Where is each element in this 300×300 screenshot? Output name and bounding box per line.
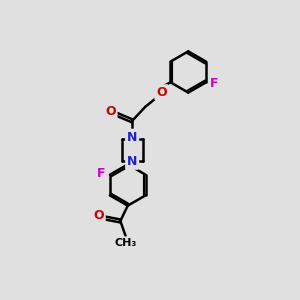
Text: O: O (93, 209, 104, 222)
Text: CH₃: CH₃ (115, 238, 137, 248)
Text: O: O (105, 105, 116, 118)
Text: F: F (210, 77, 219, 90)
Text: N: N (127, 155, 137, 168)
Text: F: F (97, 167, 105, 180)
Text: N: N (127, 130, 137, 143)
Text: O: O (156, 86, 167, 99)
